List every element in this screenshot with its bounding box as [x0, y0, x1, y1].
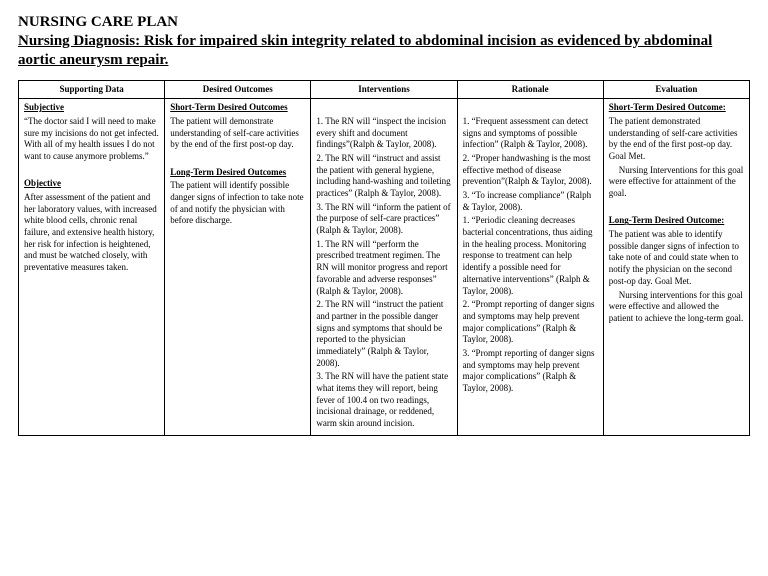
cell-rationale: 1. “Frequent assessment can detect signs… — [457, 99, 603, 436]
subjective-text: “The doctor said I will need to make sur… — [24, 116, 159, 163]
intervention-1: 1. The RN will “inspect the incision eve… — [316, 116, 451, 151]
long-outcome-text: The patient will identify possible dange… — [170, 180, 305, 227]
cell-interventions: 1. The RN will “inspect the incision eve… — [311, 99, 457, 436]
eval-long-text1: The patient was able to identify possibl… — [609, 229, 744, 287]
rationale-5: 2. “Prompt reporting of danger signs and… — [463, 299, 598, 346]
long-outcome-head: Long-Term Desired Outcomes — [170, 167, 305, 179]
rationale-4: 1. “Periodic cleaning decreases bacteria… — [463, 215, 598, 297]
objective-head: Objective — [24, 178, 159, 190]
rationale-1: 1. “Frequent assessment can detect signs… — [463, 116, 598, 151]
intervention-5: 2. The RN will “instruct the patient and… — [316, 299, 451, 369]
header-row: Supporting Data Desired Outcomes Interve… — [19, 80, 750, 99]
short-outcome-text: The patient will demonstrate understandi… — [170, 116, 305, 151]
eval-long-head: Long-Term Desired Outcome: — [609, 215, 744, 227]
col-interventions: Interventions — [311, 80, 457, 99]
col-rationale: Rationale — [457, 80, 603, 99]
intervention-2: 2. The RN will “instruct and assist the … — [316, 153, 451, 200]
rationale-3: 3. “To increase compliance” (Ralph & Tay… — [463, 190, 598, 213]
intervention-4: 1. The RN will “perform the prescribed t… — [316, 239, 451, 297]
table-row: Subjective “The doctor said I will need … — [19, 99, 750, 436]
col-outcomes: Desired Outcomes — [165, 80, 311, 99]
cell-outcomes: Short-Term Desired Outcomes The patient … — [165, 99, 311, 436]
eval-long-text2: Nursing interventions for this goal were… — [609, 290, 744, 325]
eval-short-text1: The patient demonstrated understanding o… — [609, 116, 744, 163]
col-evaluation: Evaluation — [603, 80, 749, 99]
care-plan-table: Supporting Data Desired Outcomes Interve… — [18, 80, 750, 436]
eval-short-text2: Nursing Interventions for this goal were… — [609, 165, 744, 200]
intervention-6: 3. The RN will have the patient state wh… — [316, 371, 451, 429]
objective-text: After assessment of the patient and her … — [24, 192, 159, 274]
col-supporting: Supporting Data — [19, 80, 165, 99]
intervention-3: 3. The RN will “inform the patient of th… — [316, 202, 451, 237]
cell-evaluation: Short-Term Desired Outcome: The patient … — [603, 99, 749, 436]
subjective-head: Subjective — [24, 102, 159, 114]
rationale-2: 2. “Proper handwashing is the most effec… — [463, 153, 598, 188]
nursing-diagnosis: Nursing Diagnosis: Risk for impaired ski… — [18, 32, 750, 70]
cell-supporting: Subjective “The doctor said I will need … — [19, 99, 165, 436]
rationale-6: 3. “Prompt reporting of danger signs and… — [463, 348, 598, 395]
eval-short-head: Short-Term Desired Outcome: — [609, 102, 744, 114]
short-outcome-head: Short-Term Desired Outcomes — [170, 102, 305, 114]
page-title: NURSING CARE PLAN — [18, 14, 750, 31]
